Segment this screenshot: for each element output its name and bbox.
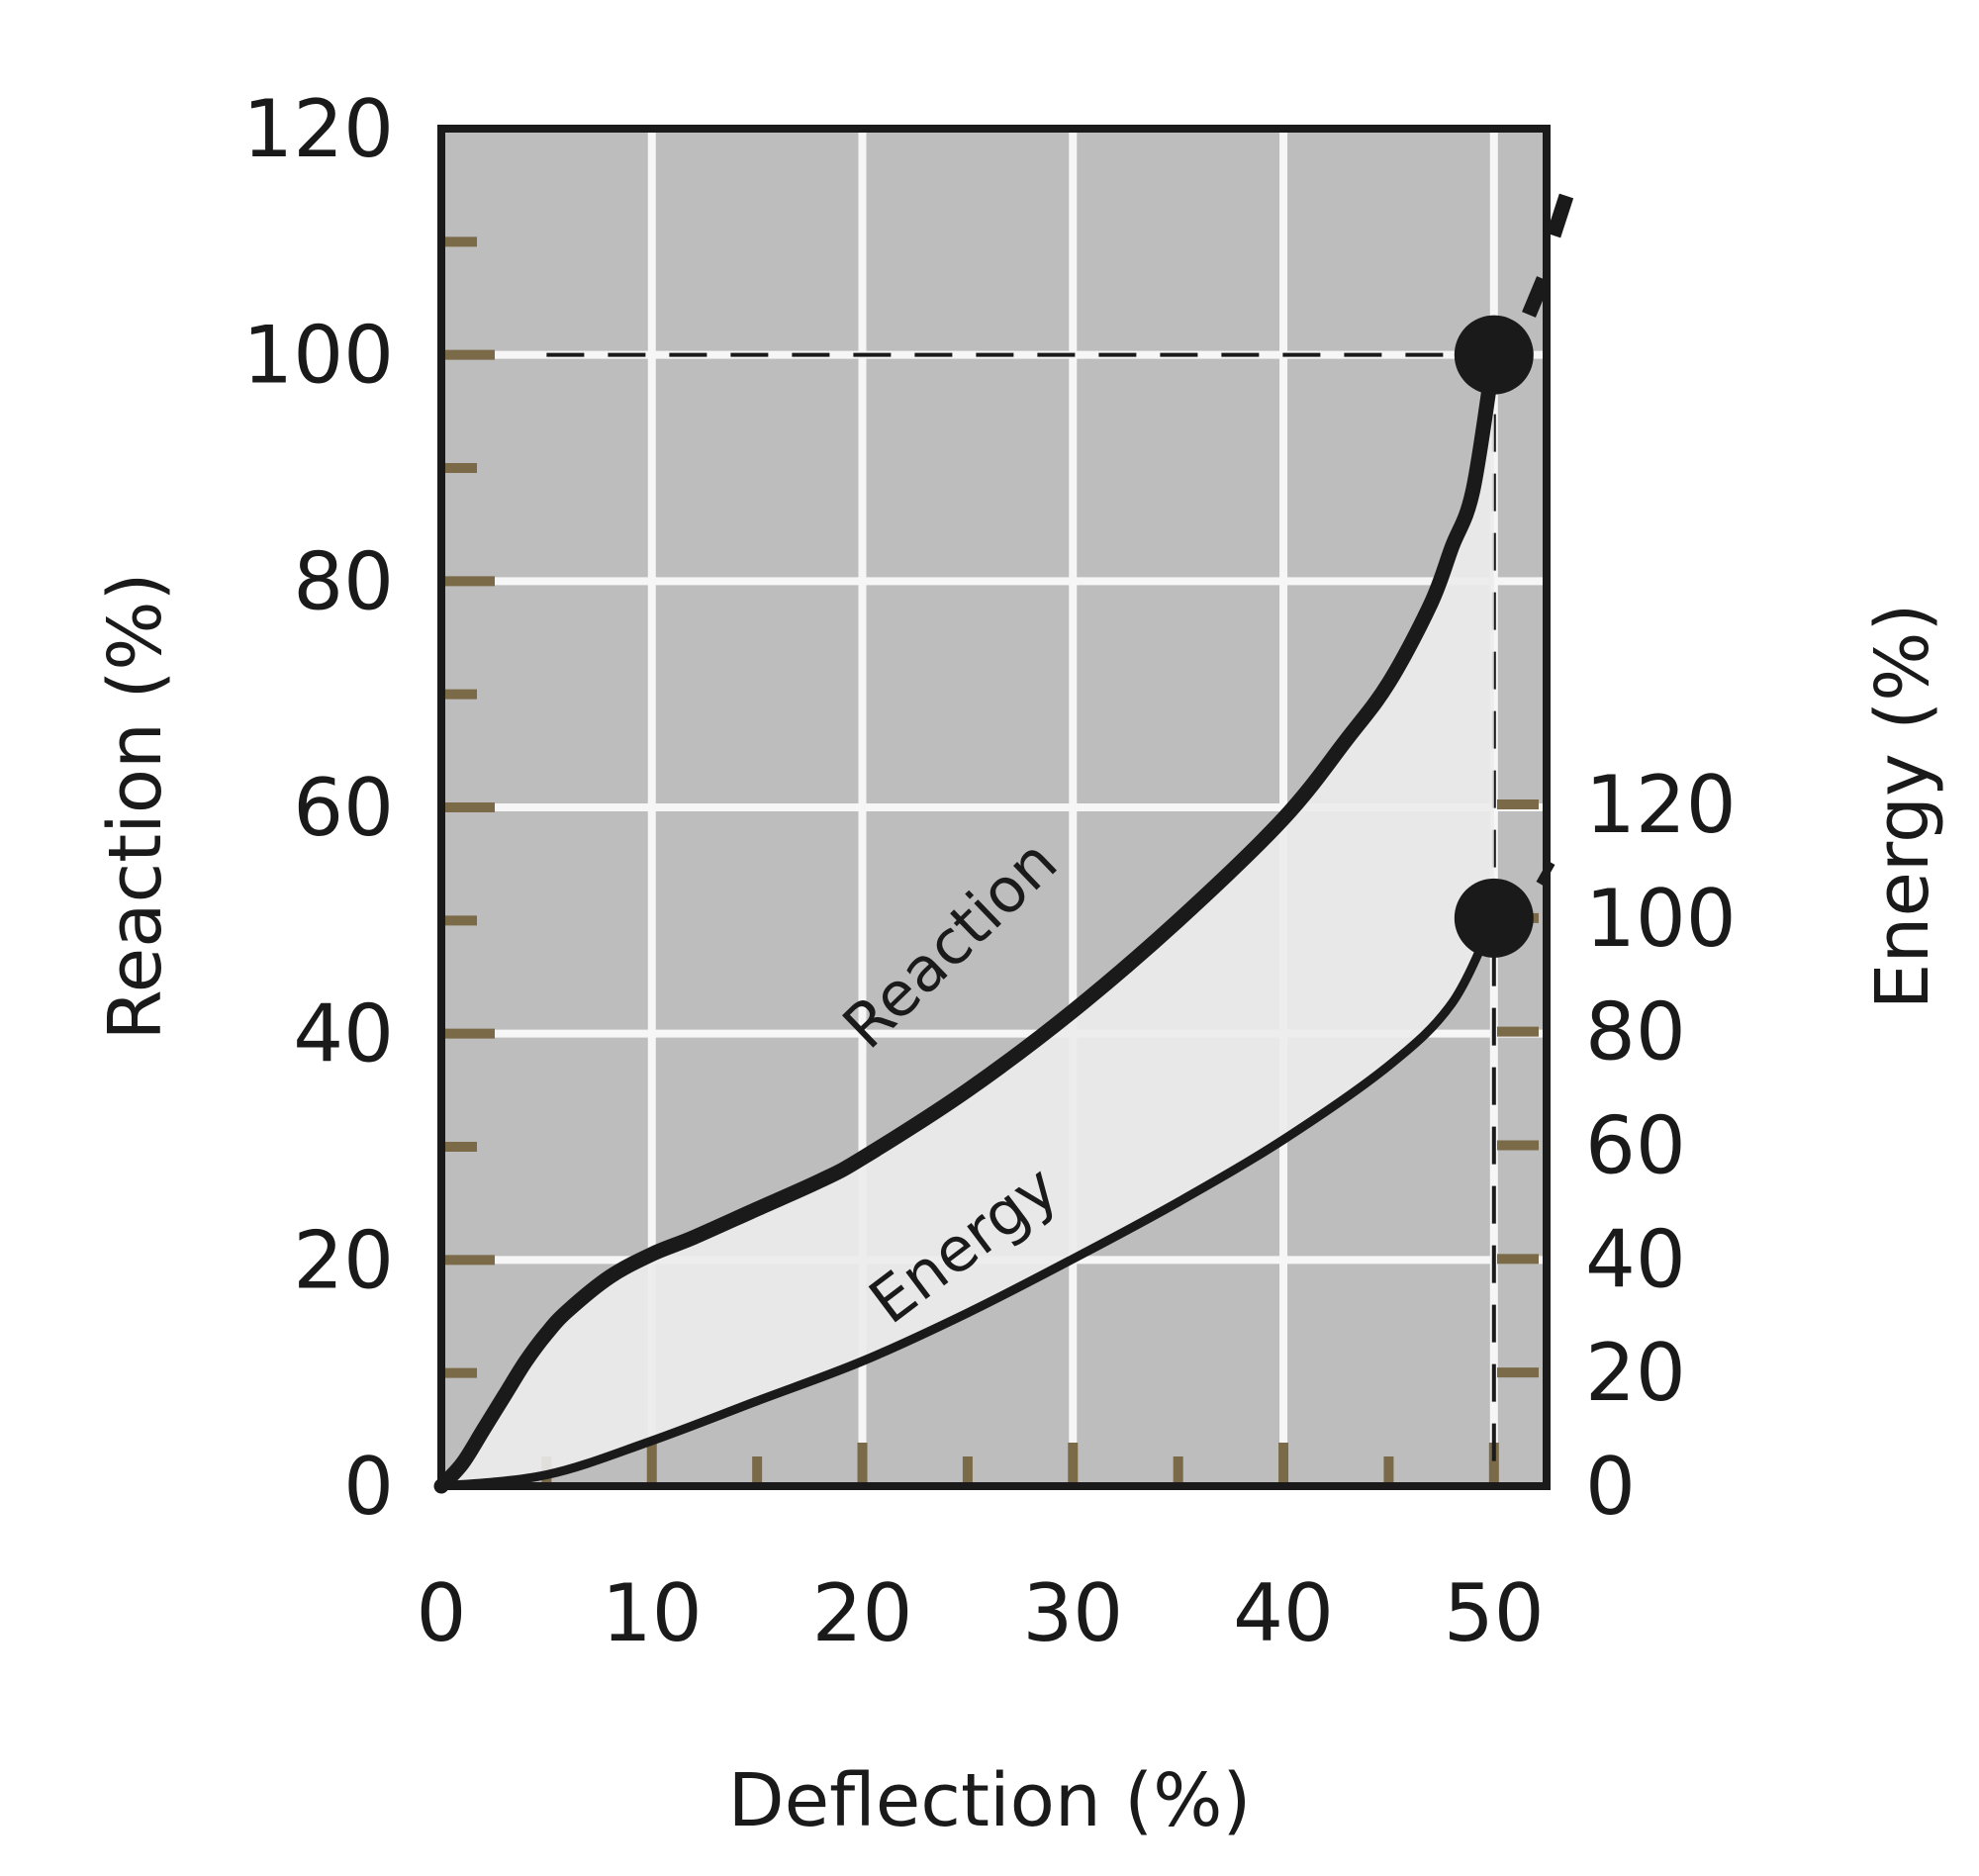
overshoot-dashes (1522, 193, 1574, 886)
reaction-end-marker (1454, 315, 1534, 395)
y2-tick-label: 0 (1585, 1441, 1636, 1533)
y2-tick-label: 40 (1585, 1213, 1686, 1305)
region-between-curves (441, 354, 1494, 1487)
x-tick-label: 40 (1233, 1567, 1334, 1659)
y-tick-label: 100 (242, 310, 394, 402)
plot-border (437, 125, 1551, 1490)
y-axis-title: Reaction (%) (93, 573, 178, 1041)
y-tick-label: 120 (242, 83, 394, 175)
x-tick-labels: 0 10 20 30 40 50 (417, 1567, 1545, 1659)
energy-series-line (436, 913, 1499, 1491)
data-markers (1454, 315, 1534, 958)
x-tick-label: 0 (417, 1567, 467, 1659)
y-tick-label: 20 (293, 1214, 394, 1306)
y-tick-label: 60 (293, 762, 394, 854)
y-tick-label: 40 (293, 988, 394, 1080)
x-tick-label: 20 (812, 1567, 913, 1659)
x-axis-title: Deflection (%) (728, 1758, 1252, 1843)
x-tick-label: 10 (602, 1567, 703, 1659)
y2-axis-title: Energy (%) (1860, 604, 1945, 1010)
y-tick-label: 0 (343, 1441, 394, 1533)
x-tick-label: 50 (1444, 1567, 1545, 1659)
y2-tick-label: 80 (1585, 986, 1686, 1079)
y2-tick-label: 120 (1585, 759, 1737, 851)
y2-tick-label: 20 (1585, 1327, 1686, 1419)
y-tick-labels: 0 20 40 60 80 100 120 (242, 83, 394, 1533)
y-tick-label: 80 (293, 535, 394, 627)
series-lines (433, 347, 1502, 1494)
reaction-overshoot-dash (1546, 193, 1574, 238)
y2-tick-labels: 0 20 40 60 80 100 120 (1585, 759, 1737, 1533)
energy-overshoot-dash (1536, 861, 1555, 886)
y2-tick-label: 60 (1585, 1100, 1686, 1192)
reaction-overshoot-dash (1522, 276, 1551, 318)
energy-end-marker (1454, 878, 1534, 958)
plot-frame (437, 125, 1551, 1490)
reaction-series-line (433, 347, 1502, 1494)
x-tick-label: 30 (1022, 1567, 1123, 1659)
y2-tick-label: 100 (1585, 873, 1737, 965)
